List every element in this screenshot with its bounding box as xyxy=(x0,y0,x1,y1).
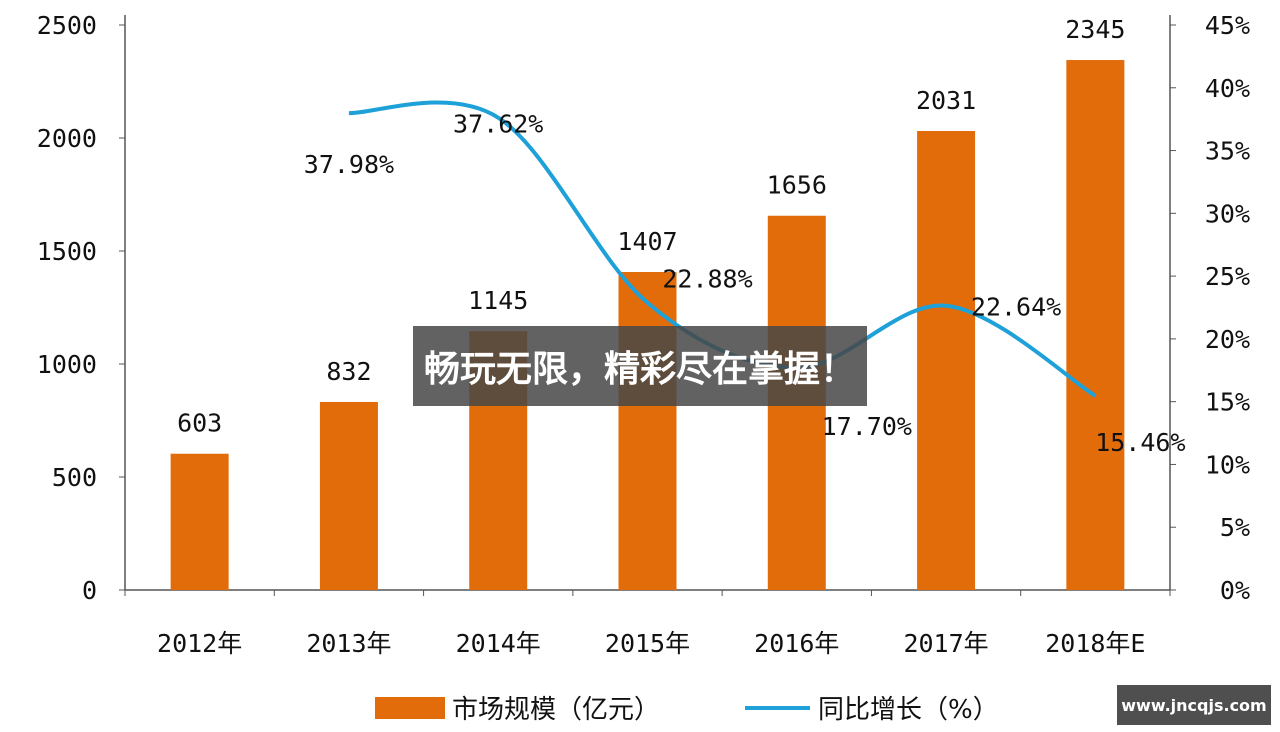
bar-2012年 xyxy=(170,453,229,590)
right-tick-label: 15% xyxy=(1205,388,1250,417)
x-tick-label: 2015年 xyxy=(605,629,690,658)
right-tick-label: 25% xyxy=(1205,262,1250,291)
bar-2018年E xyxy=(1066,60,1125,590)
bar-data-label: 1407 xyxy=(617,227,677,256)
bar-data-label: 603 xyxy=(177,409,222,438)
bar-data-label: 2031 xyxy=(916,86,976,115)
legend-line-label: 同比增长（%） xyxy=(818,695,999,725)
right-tick-label: 30% xyxy=(1205,199,1250,228)
promo-banner: 畅玩无限，精彩尽在掌握！ xyxy=(413,326,867,406)
x-tick-label: 2016年 xyxy=(754,629,839,658)
left-tick-label: 0 xyxy=(82,576,97,605)
right-tick-label: 10% xyxy=(1205,450,1250,479)
left-tick-label: 1500 xyxy=(37,237,97,266)
bar-data-label: 1145 xyxy=(468,286,528,315)
left-tick-label: 500 xyxy=(52,463,97,492)
x-tick-label: 2013年 xyxy=(306,629,391,658)
bar-2015年 xyxy=(618,272,677,590)
left-tick-label: 1000 xyxy=(37,350,97,379)
right-tick-label: 20% xyxy=(1205,325,1250,354)
bar-data-label: 832 xyxy=(326,357,371,386)
growth-data-label: 37.62% xyxy=(453,110,543,139)
legend-bar-label: 市场规模（亿元） xyxy=(452,695,660,725)
right-tick-label: 45% xyxy=(1205,11,1250,40)
growth-data-label: 15.46% xyxy=(1095,428,1185,457)
right-tick-label: 40% xyxy=(1205,74,1250,103)
right-tick-label: 0% xyxy=(1220,576,1250,605)
x-tick-label: 2018年E xyxy=(1045,629,1145,658)
bar-2017年 xyxy=(917,130,976,590)
growth-data-label: 17.70% xyxy=(822,412,912,441)
legend-bar-swatch xyxy=(375,697,445,719)
right-tick-label: 35% xyxy=(1205,137,1250,166)
left-tick-label: 2500 xyxy=(37,11,97,40)
bar-data-label: 1656 xyxy=(767,171,827,200)
left-tick-label: 2000 xyxy=(37,124,97,153)
growth-data-label: 22.64% xyxy=(971,293,1061,322)
x-tick-label: 2012年 xyxy=(157,629,242,658)
bar-2013年 xyxy=(319,401,378,590)
growth-data-label: 37.98% xyxy=(304,150,394,179)
x-tick-label: 2017年 xyxy=(903,629,988,658)
x-tick-label: 2014年 xyxy=(456,629,541,658)
bar-data-label: 2345 xyxy=(1065,15,1125,44)
growth-data-label: 22.88% xyxy=(662,265,752,294)
site-url-badge[interactable]: www.jncqjs.com xyxy=(1117,685,1271,725)
right-tick-label: 5% xyxy=(1220,513,1250,542)
